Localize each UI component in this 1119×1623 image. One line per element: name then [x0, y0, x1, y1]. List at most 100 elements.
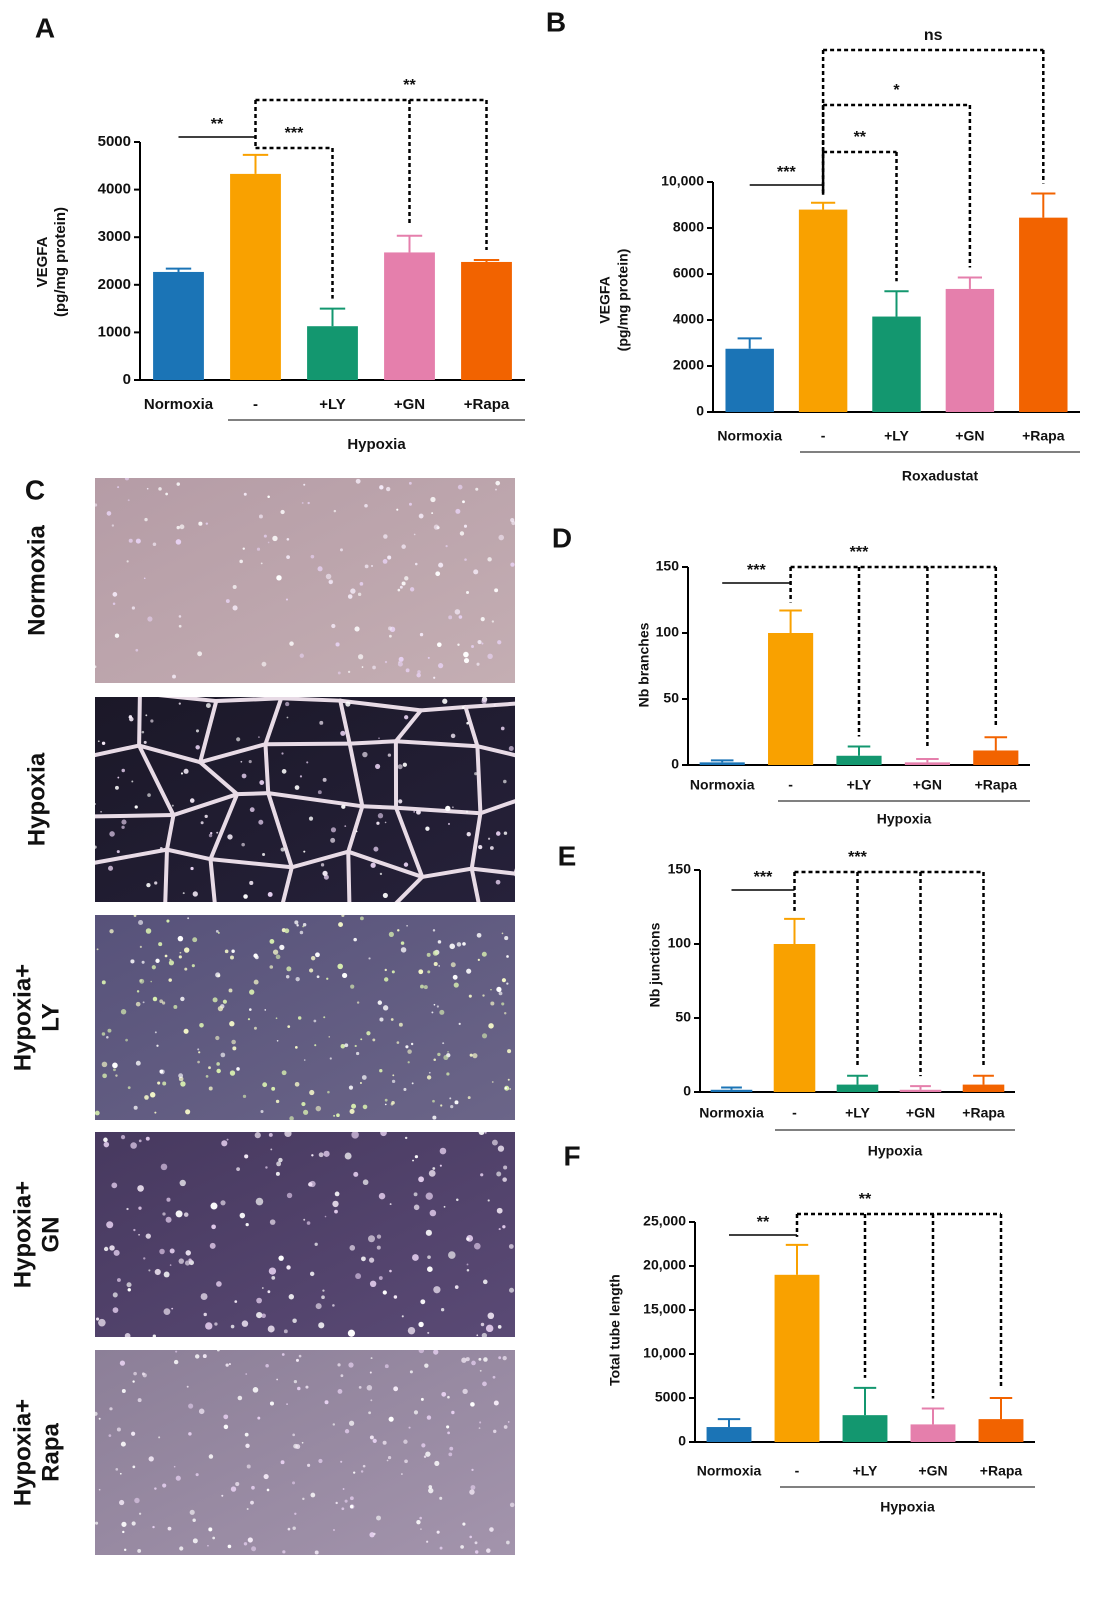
speck: [267, 1325, 275, 1333]
tube: [137, 743, 176, 818]
speck: [205, 703, 211, 708]
speck: [301, 1441, 304, 1444]
speck: [419, 632, 424, 637]
speck: [439, 1164, 442, 1167]
speck: [376, 1515, 381, 1521]
speck: [463, 657, 470, 664]
speck: [107, 865, 114, 871]
speck: [329, 1057, 332, 1060]
speck: [227, 834, 233, 840]
tube: [420, 866, 474, 879]
speck: [121, 1388, 126, 1393]
speck: [490, 1001, 495, 1006]
bar: [768, 633, 814, 765]
speck: [433, 1003, 436, 1006]
speck: [178, 1258, 185, 1264]
speck: [378, 737, 380, 740]
speck: [420, 1528, 422, 1530]
speck: [228, 988, 233, 993]
speck: [362, 751, 368, 758]
speck: [331, 623, 336, 629]
speck: [469, 1535, 473, 1539]
speck: [437, 940, 442, 944]
speck: [225, 599, 230, 604]
tube: [266, 791, 294, 870]
speck: [205, 1322, 213, 1330]
speck: [165, 492, 168, 496]
speck: [252, 1387, 259, 1393]
speck: [183, 1212, 189, 1217]
speck: [447, 1395, 450, 1399]
tube: [463, 701, 515, 709]
micrograph-background: [95, 1132, 515, 1337]
speck: [388, 1416, 394, 1422]
speck: [119, 1499, 125, 1506]
speck: [390, 1018, 394, 1021]
speck: [144, 517, 148, 522]
speck: [243, 894, 248, 899]
speck: [466, 1237, 470, 1241]
speck: [307, 1463, 311, 1467]
speck: [350, 984, 355, 989]
speck: [453, 982, 459, 988]
speck: [231, 1039, 236, 1045]
speck: [179, 524, 185, 530]
speck: [210, 832, 213, 835]
speck: [382, 892, 388, 898]
speck: [289, 641, 294, 646]
speck: [383, 534, 388, 539]
speck: [470, 1485, 476, 1490]
speck: [442, 698, 448, 704]
speck: [122, 1530, 125, 1534]
speck: [132, 1380, 135, 1383]
speck: [303, 1218, 306, 1221]
speck: [342, 1488, 345, 1490]
speck: [103, 1137, 108, 1143]
speck: [380, 1132, 387, 1137]
speck: [428, 1485, 433, 1489]
speck: [448, 1452, 453, 1457]
speck: [361, 1075, 367, 1080]
speck: [472, 1053, 478, 1059]
speck: [137, 1398, 142, 1403]
speck: [322, 1289, 325, 1292]
y-tick-label: 2000: [673, 357, 704, 373]
speck: [379, 485, 384, 490]
bar: [706, 1427, 752, 1442]
speck: [189, 798, 195, 803]
speck: [373, 846, 379, 852]
speck: [391, 970, 395, 974]
speck: [504, 1012, 507, 1015]
image-label: Hypoxia: [23, 752, 50, 846]
speck: [267, 495, 270, 498]
speck: [350, 1504, 354, 1509]
speck: [162, 1001, 166, 1005]
speck: [429, 1209, 437, 1217]
speck: [493, 1429, 497, 1434]
speck: [503, 831, 508, 835]
speck: [418, 513, 424, 519]
speck: [418, 1321, 424, 1328]
speck: [332, 1304, 335, 1307]
speck: [497, 640, 502, 645]
speck: [152, 542, 157, 546]
speck: [437, 663, 444, 669]
speck: [214, 1322, 218, 1326]
speck: [251, 1546, 257, 1552]
speck: [439, 1009, 445, 1015]
speck: [407, 1049, 412, 1054]
speck: [138, 1233, 140, 1236]
speck: [484, 1132, 487, 1134]
speck: [205, 1075, 209, 1078]
speck: [226, 1138, 229, 1141]
speck: [318, 1152, 324, 1158]
speck: [435, 571, 441, 577]
speck: [375, 763, 381, 770]
speck: [326, 977, 329, 980]
tube: [513, 871, 515, 877]
x-tick-label: -: [821, 428, 826, 444]
speck: [267, 892, 273, 897]
speck: [254, 1132, 261, 1139]
speck: [406, 924, 408, 927]
x-tick-label: +GN: [918, 1463, 947, 1479]
